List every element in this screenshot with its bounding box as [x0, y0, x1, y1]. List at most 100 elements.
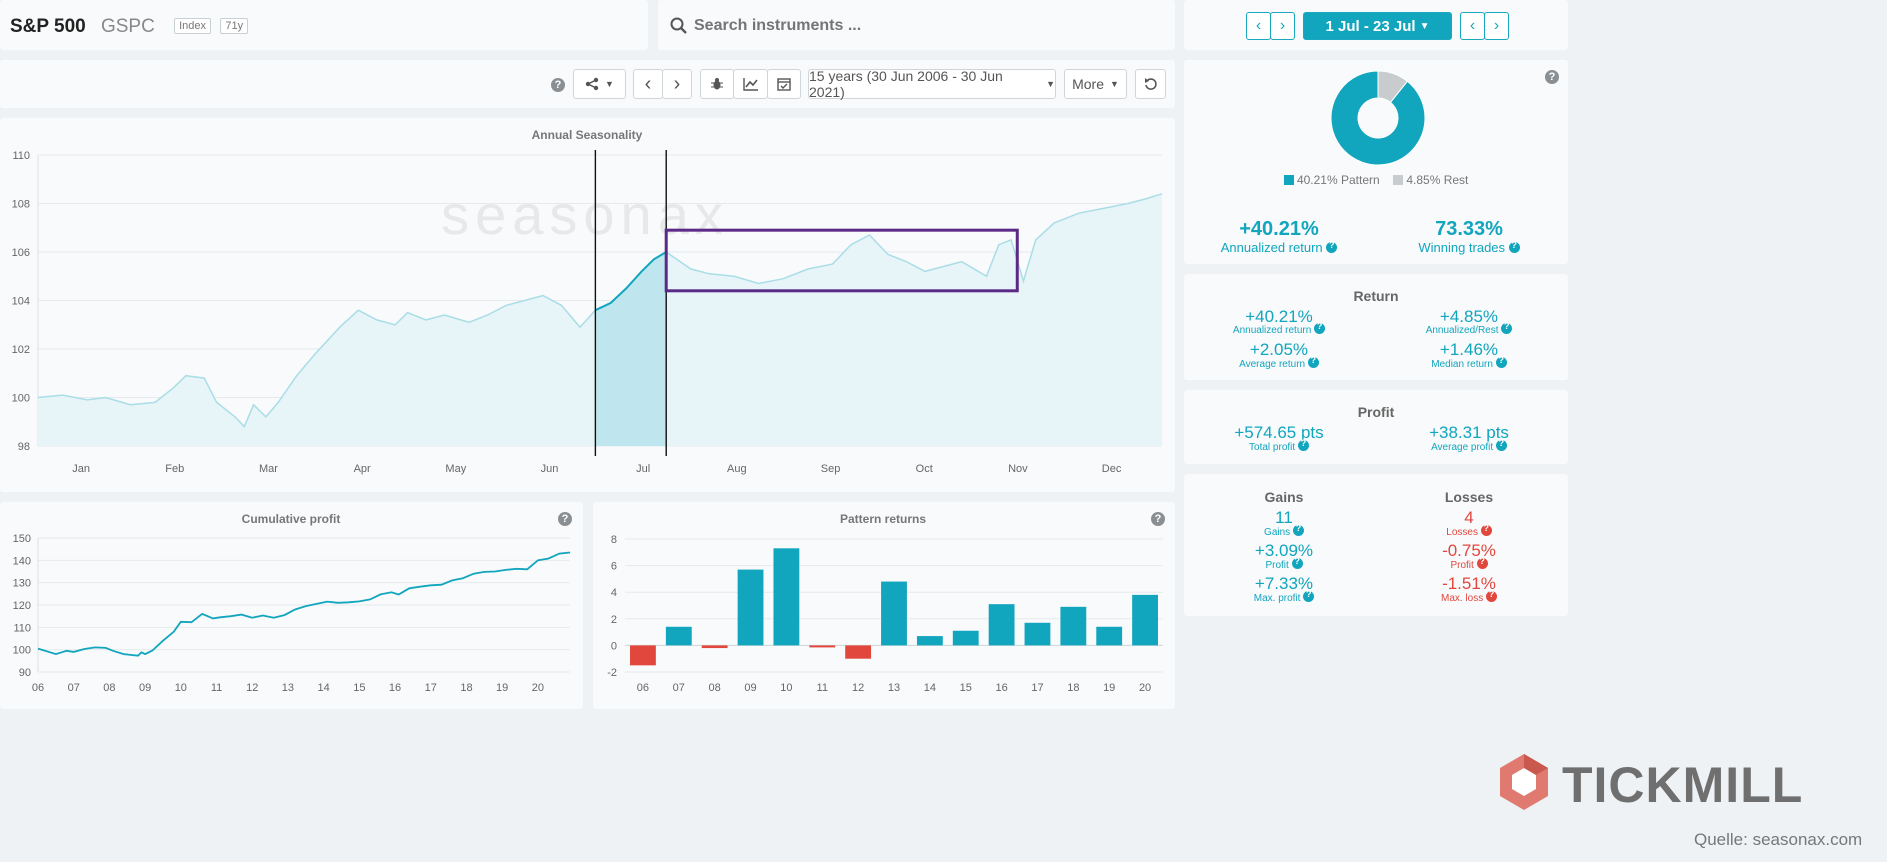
y-tick-label: 120	[13, 600, 31, 612]
x-tick-label: 10	[175, 682, 187, 694]
x-tick-label: 19	[496, 682, 508, 694]
annualized-return-value: +40.21%	[1239, 218, 1319, 240]
help-icon[interactable]	[1297, 438, 1309, 451]
average-profit-label: Average profit	[1384, 438, 1554, 453]
x-tick-label: 11	[817, 682, 828, 694]
x-tick-label: Nov	[1008, 463, 1028, 475]
previous-button[interactable]: ‹	[633, 69, 663, 99]
bar	[809, 645, 836, 648]
bar	[737, 569, 764, 646]
help-icon[interactable]	[1486, 589, 1497, 602]
y-tick-label: 102	[12, 344, 30, 356]
x-tick-label: Aug	[727, 463, 747, 475]
losses-count-label: Losses	[1379, 523, 1559, 538]
return-annualized-rest: +4.85%	[1439, 307, 1499, 326]
caret-down-icon: ▼	[1419, 20, 1430, 32]
chevron-right-icon: ›	[1493, 17, 1500, 34]
x-tick-label: Apr	[354, 463, 371, 475]
y-tick-label: 6	[611, 561, 617, 573]
x-tick-label: 20	[532, 682, 544, 694]
next-year-button[interactable]: ›	[1484, 12, 1509, 40]
help-icon[interactable]	[1326, 240, 1338, 253]
bar	[1132, 594, 1158, 646]
period-dropdown[interactable]: 1 Jul - 23 Jul ▼	[1303, 12, 1452, 40]
search-input[interactable]	[694, 14, 1154, 38]
bar	[916, 636, 943, 646]
help-icon[interactable]	[1501, 321, 1513, 334]
y-tick-label: 98	[18, 441, 30, 453]
winning-trades-label: Winning trades	[1384, 240, 1554, 255]
return-panel: Return +40.21% Annualized return +4.85% …	[1184, 274, 1568, 380]
losses-count: 4	[1464, 508, 1474, 527]
y-tick-label: 100	[13, 645, 31, 657]
chart-toolbar: ? ▼ ‹ › 15 years (30 Jun 2006 - 30 Jun 2…	[0, 60, 1175, 108]
help-icon[interactable]	[1291, 556, 1303, 569]
bar	[665, 626, 692, 646]
return-median: +1.46%	[1439, 340, 1499, 359]
reset-button[interactable]	[1135, 69, 1166, 99]
prev-period-button[interactable]: ‹	[1246, 12, 1271, 40]
chevron-right-icon: ›	[1279, 17, 1286, 34]
pattern-window-line	[594, 251, 667, 312]
help-icon[interactable]	[1307, 355, 1319, 368]
bug-button[interactable]	[700, 69, 734, 99]
share-button[interactable]: ▼	[573, 69, 626, 99]
years-tag: 71y	[220, 18, 249, 34]
return-average-label: Average return	[1194, 355, 1364, 370]
next-button[interactable]: ›	[662, 69, 692, 99]
chevron-left-icon: ‹	[1469, 17, 1476, 34]
summary-panel: ? 40.21% Pattern 4.85% Rest +40.21% Annu…	[1184, 60, 1568, 264]
x-tick-label: 13	[282, 682, 294, 694]
help-icon[interactable]	[1314, 321, 1326, 334]
help-icon[interactable]: ?	[558, 512, 572, 526]
help-icon[interactable]	[1508, 240, 1520, 253]
help-icon[interactable]	[1476, 556, 1488, 569]
help-icon[interactable]	[1495, 438, 1507, 451]
x-tick-label: 06	[32, 682, 44, 694]
range-dropdown[interactable]: 15 years (30 Jun 2006 - 30 Jun 2021) ▼	[808, 68, 1056, 100]
total-profit-label: Total profit	[1194, 438, 1364, 453]
x-tick-label: 07	[68, 682, 80, 694]
legend-pattern: 40.21% Pattern	[1296, 173, 1380, 187]
label-text: Max. profit	[1253, 593, 1301, 604]
help-icon[interactable]	[1303, 589, 1315, 602]
gains-max: +7.33%	[1254, 574, 1314, 593]
help-icon[interactable]: ?	[551, 78, 565, 92]
y-tick-label: 4	[611, 587, 617, 599]
help-icon[interactable]	[1495, 355, 1507, 368]
more-dropdown[interactable]: More ▼	[1064, 69, 1127, 99]
chart-title: Pattern returns	[840, 512, 926, 526]
y-tick-label: 108	[12, 199, 30, 211]
cumulative-profit-chart: Cumulative profit 90 100 110 120 130 140 150 06 0…	[13, 512, 571, 694]
x-tick-label: 11	[211, 682, 222, 694]
profit-title: Profit	[1357, 404, 1395, 420]
help-icon[interactable]: ?	[1545, 70, 1559, 84]
y-tick-label: 2	[611, 614, 617, 626]
help-icon[interactable]	[1292, 523, 1304, 536]
bar	[1060, 606, 1087, 646]
label-text: Profit	[1450, 560, 1474, 571]
x-tick-label: Mar	[259, 463, 278, 475]
seasonality-panel: Annual Seasonality 98 100 102 104 106 108 110 Ja…	[0, 118, 1175, 492]
cumulative-profit-panel: Cumulative profit 90 100 110 120 130 140 150 06 0…	[0, 502, 583, 709]
help-icon[interactable]: ?	[1151, 512, 1165, 526]
search-bar[interactable]	[658, 0, 1175, 50]
label-text: Max. loss	[1440, 593, 1484, 604]
seasonality-chart: Annual Seasonality 98 100 102 104 106 108 110 Ja…	[12, 128, 1163, 475]
y-tick-label: -2	[607, 667, 617, 679]
caret-down-icon: ▼	[1046, 79, 1055, 89]
x-tick-label: 08	[709, 682, 721, 694]
y-tick-label: 130	[13, 578, 31, 590]
gains-max-label: Max. profit	[1194, 589, 1374, 604]
x-tick-label: 19	[1103, 682, 1115, 694]
chevron-left-icon: ‹	[1255, 17, 1262, 34]
help-icon[interactable]	[1480, 523, 1492, 536]
return-annualized-rest-label: Annualized/Rest	[1384, 321, 1554, 336]
calendar-button[interactable]	[767, 69, 801, 99]
x-tick-label: Jul	[636, 463, 650, 475]
line-chart-button[interactable]	[733, 69, 768, 99]
next-period-button[interactable]: ›	[1270, 12, 1295, 40]
prev-year-button[interactable]: ‹	[1460, 12, 1485, 40]
return-annualized: +40.21%	[1245, 307, 1313, 326]
search-icon	[670, 17, 687, 34]
